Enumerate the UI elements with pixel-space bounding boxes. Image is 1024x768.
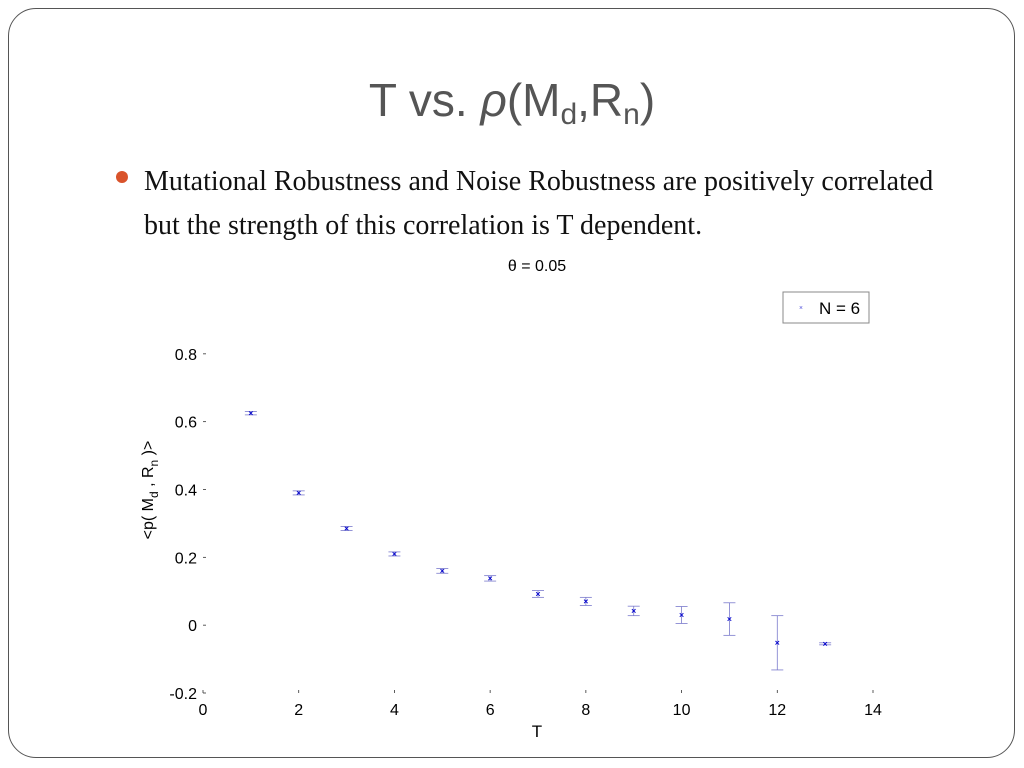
x-tick-label: 2 [294,702,303,719]
y-tick-label: 0.4 [175,483,197,500]
title-sub-n: n [623,98,640,131]
x-marker [679,612,684,618]
slide-frame [8,8,1015,758]
x-tick-label: 6 [486,702,495,719]
x-tick-label: 14 [864,702,882,719]
x-marker [823,641,828,646]
x-marker [727,616,732,622]
title-sub-d: d [560,98,578,131]
x-tick-label: 10 [673,702,691,719]
legend-entry: N = 6 [819,299,860,318]
y-tick-label: 0.8 [175,347,197,364]
data-point [579,596,592,606]
chart-title: θ = 0.05 [508,258,566,275]
data-point [388,551,401,557]
axes: 0 2 4 6 8 10 12 14-0.200.20.40.60.8 [169,347,882,719]
x-marker [775,640,780,645]
y-tick-label: 0 [188,618,197,635]
y-tick-label: 0.2 [175,550,197,567]
x-axis-label: T [532,722,542,741]
x-marker [583,599,588,604]
data-point [244,411,257,416]
slide-title: T vs. ρ(Md,Rn) [0,72,1024,131]
data-point [484,575,497,582]
data-point [340,526,353,531]
x-marker [631,608,636,614]
x-tick-label: 4 [390,702,399,719]
x-tick-label: 8 [581,702,590,719]
title-mid: ,R [577,74,624,126]
x-marker [488,576,493,581]
x-marker [535,591,541,597]
data-point [627,605,640,617]
title-close: ) [639,74,656,126]
x-marker [296,490,301,496]
x-marker [344,526,349,531]
data-point [723,602,736,636]
title-rho: ρ [480,74,507,126]
title-open: (M [506,74,561,126]
legend-box [782,291,870,324]
data-point [292,490,305,496]
x-marker [392,551,397,557]
legend: × N = 6 [782,291,870,324]
bullet-text: Mutational Robustness and Noise Robustne… [144,166,934,241]
title-prefix: T vs. [368,74,481,126]
data-point [436,568,449,574]
x-marker [440,568,445,574]
y-tick-label: -0.2 [169,686,197,703]
data-point [532,590,544,598]
x-tick-label: 12 [768,702,786,719]
data-marks [244,411,832,671]
data-point [771,615,784,671]
bullet-dot-icon [116,171,128,183]
data-point [675,606,688,624]
legend-marker-icon: × [799,304,803,312]
y-axis-label: <p( Md , Rn )> [140,441,161,540]
data-point [819,641,832,646]
y-tick-label: 0.6 [175,415,197,432]
x-tick-label: 0 [199,702,208,719]
x-marker [248,411,253,416]
